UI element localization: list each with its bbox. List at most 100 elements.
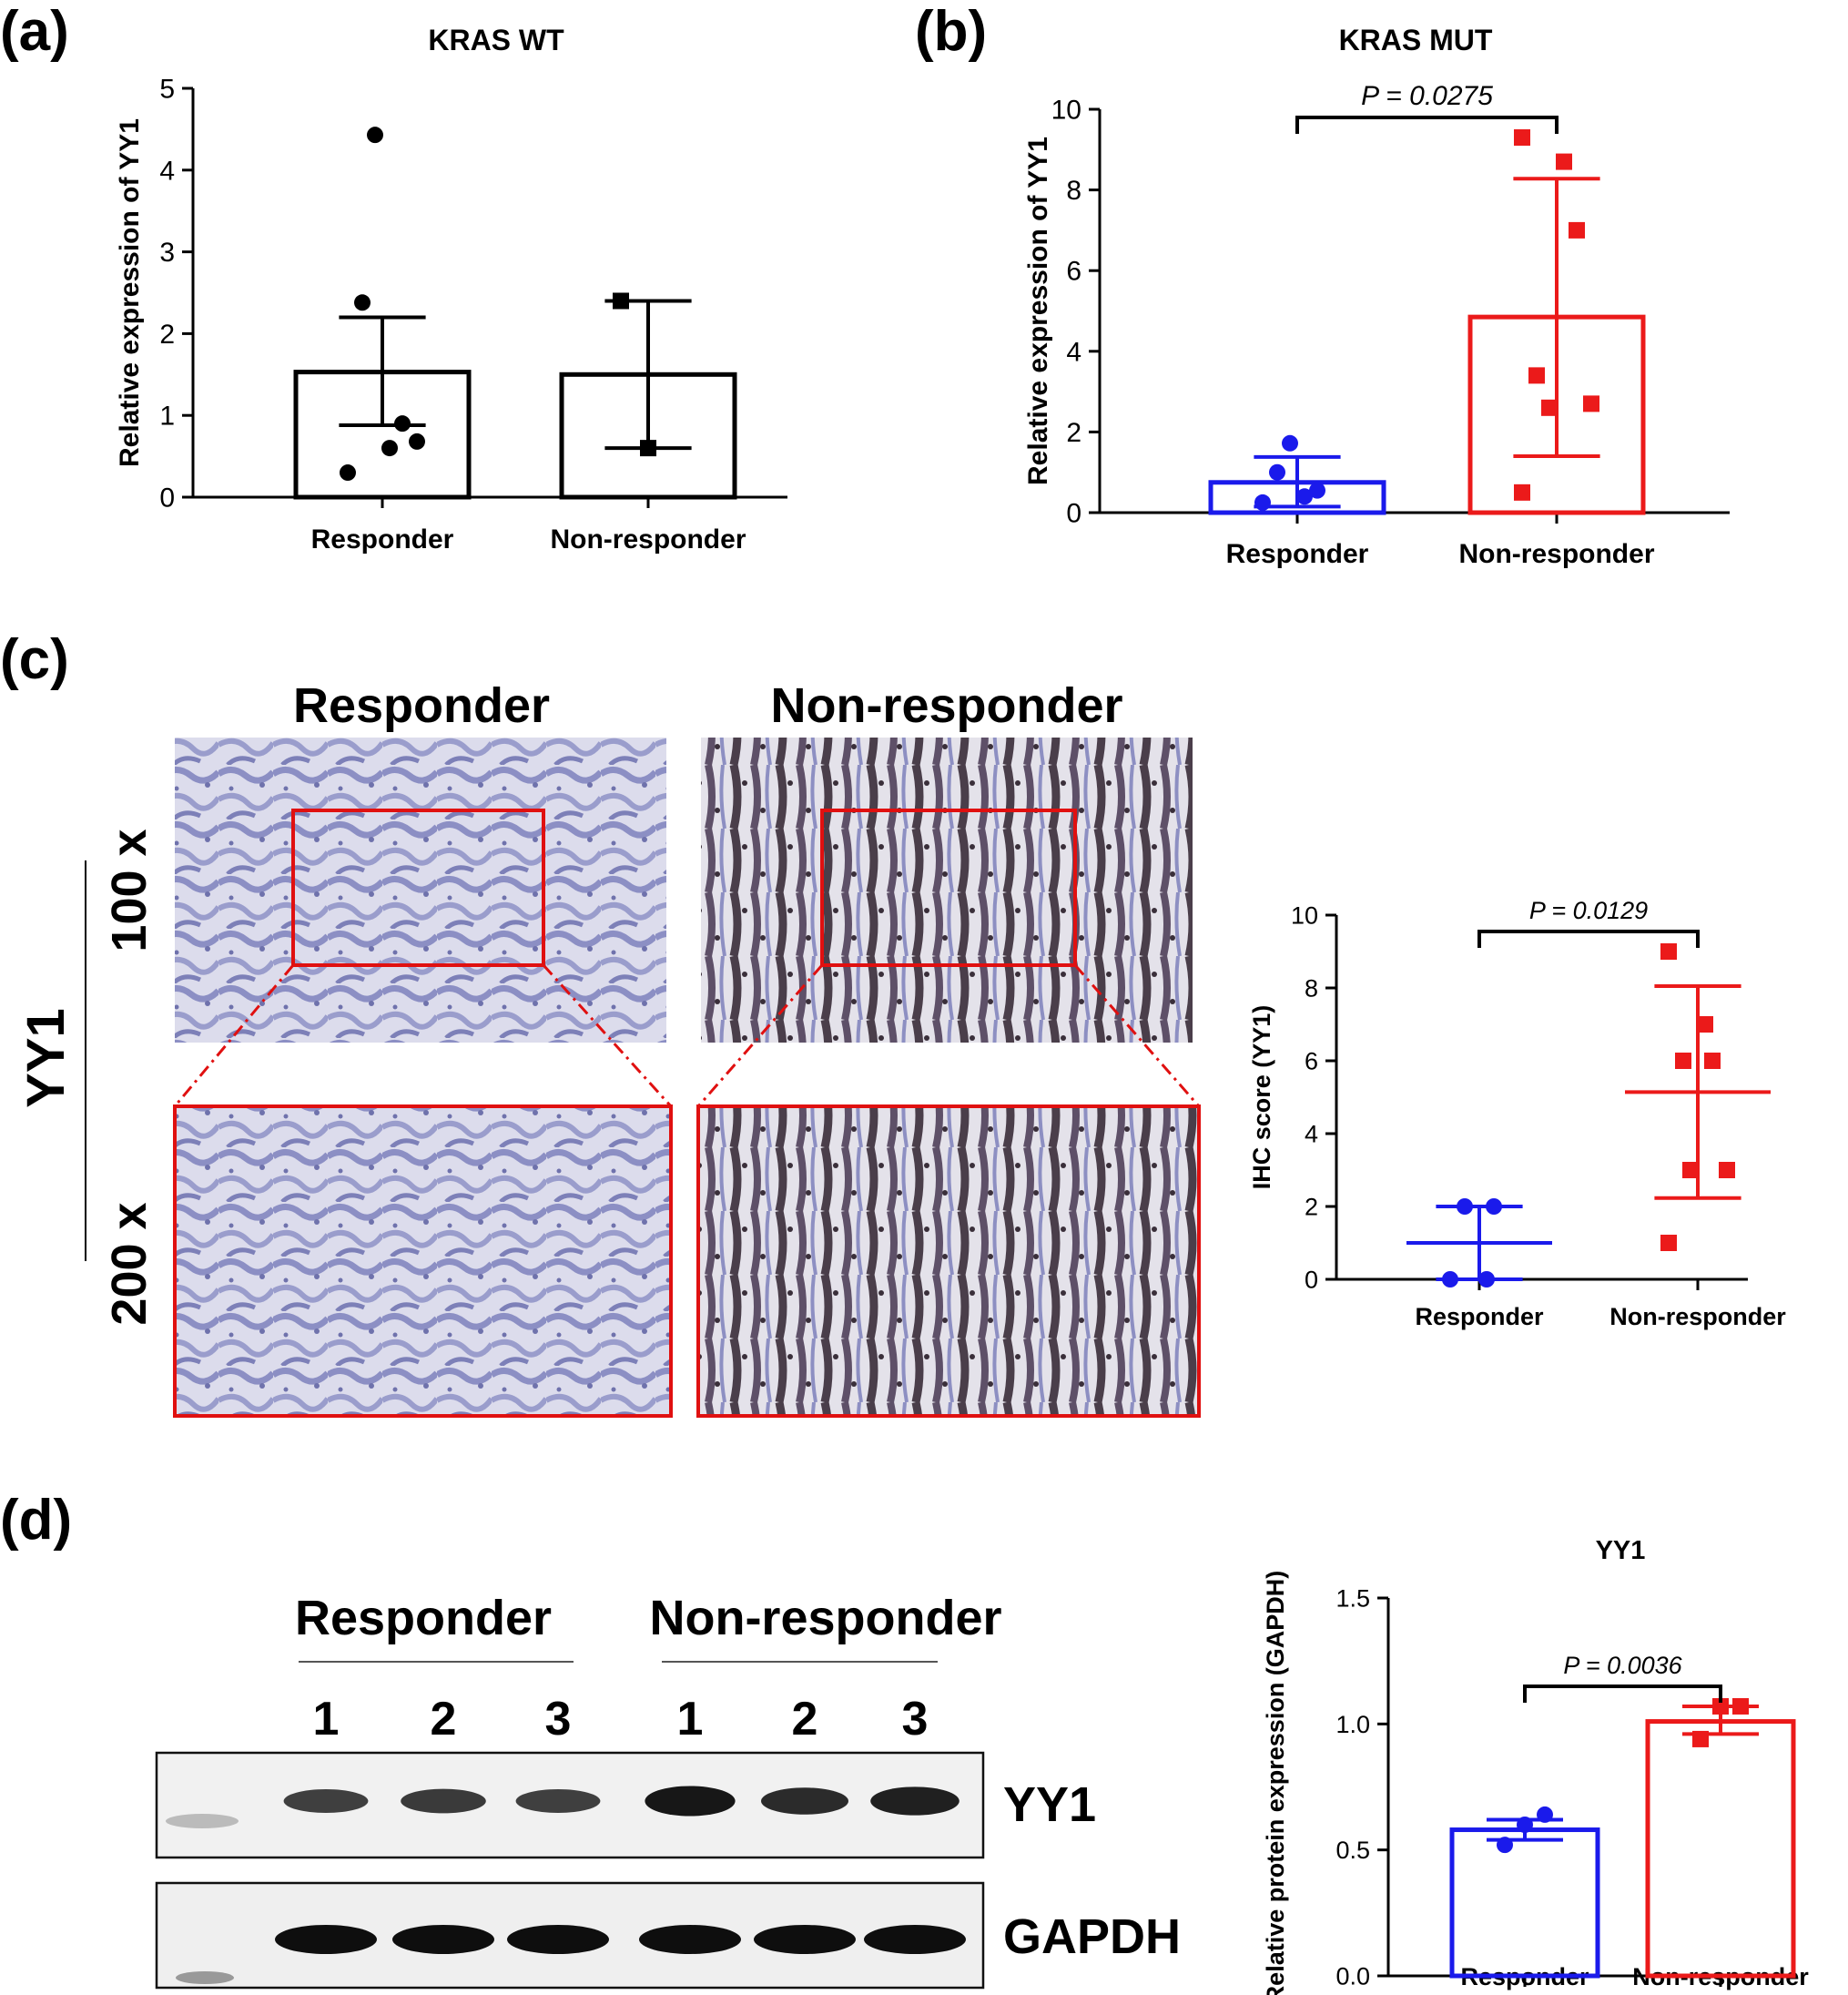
data-point (1682, 1162, 1699, 1178)
band-yy1 (761, 1787, 848, 1815)
lane-number: 2 (431, 1693, 457, 1746)
data-point (381, 440, 398, 457)
y-tick-label: 0 (1066, 499, 1081, 529)
data-point (340, 464, 356, 482)
y-tick-label: 1.0 (1335, 1711, 1370, 1738)
lane-number: 1 (677, 1693, 704, 1746)
data-point (1583, 395, 1599, 412)
data-point (367, 127, 383, 144)
x-category-label: Responder (311, 524, 454, 555)
y-tick-label: 3 (159, 238, 175, 268)
band-yy1 (283, 1789, 369, 1813)
band-gapdh (275, 1925, 377, 1954)
data-point (1514, 129, 1530, 147)
ihc-image-panel: Responder Non-responder YY1 100 x 200 x (16, 678, 1201, 1418)
data-point (394, 415, 411, 433)
y-tick-label: 0 (159, 483, 175, 514)
data-point (1497, 1837, 1513, 1854)
data-point (1660, 1235, 1677, 1251)
crop-box-responder (291, 809, 545, 967)
data-point (1712, 1697, 1729, 1715)
chart-ihc-score: 0 2 4 6 8 10 IHC score (YY1) Responder Non-respo… (1248, 897, 1786, 1330)
data-point (1269, 463, 1285, 481)
bar (1449, 1827, 1600, 1979)
x-category-label: Responder (1415, 1303, 1544, 1330)
chart-kras-wt: KRAS WT 0 1 2 3 4 5 Relative expression of YY1 R… (115, 24, 787, 555)
x-category-label: Responder (1226, 539, 1369, 569)
data-point (1442, 1271, 1458, 1288)
ihc-nonresponder-200x-image (698, 1106, 1199, 1416)
band-yy1 (645, 1786, 736, 1817)
data-point (1692, 1730, 1709, 1747)
significance-bracket (1295, 116, 1559, 135)
band-gapdh (864, 1925, 966, 1954)
significance-bracket (1477, 930, 1700, 948)
y-tick-label: 6 (1305, 1047, 1318, 1074)
panel-label-b: (b) (915, 0, 987, 63)
x-category-label: Non-responder (550, 524, 746, 555)
y-tick-label: 0.0 (1335, 1962, 1370, 1990)
bar (1645, 1719, 1796, 1979)
magnification-label-200x: 200 x (102, 1202, 157, 1325)
ladder-smear (176, 1971, 234, 1984)
data-point (354, 294, 371, 311)
zoom-line (173, 964, 295, 1107)
data-point (613, 292, 629, 310)
data-point (1541, 399, 1558, 416)
data-point (640, 440, 656, 457)
y-axis-label: Relative expression of YY1 (115, 118, 145, 467)
y-axis-label: Relative protein expression (GAPDH) (1262, 1571, 1289, 1995)
data-point (1517, 1817, 1533, 1833)
y-tick-label: 0.5 (1335, 1837, 1370, 1864)
lane-number: 3 (902, 1693, 929, 1746)
band-yy1 (870, 1786, 960, 1816)
chart-protein-expression: YY1 0.0 0.5 1.0 1.5 Relative protein expressi… (1262, 1536, 1809, 1995)
band-gapdh (639, 1925, 741, 1954)
zoom-line (542, 963, 673, 1108)
y-tick-label: 8 (1066, 176, 1081, 206)
blot-bands (275, 1786, 966, 1954)
zoom-frame-nonresponder (696, 1104, 1201, 1418)
lane-number: 2 (792, 1693, 818, 1746)
western-blot-panel: Responder Non-responder 1 2 3 1 2 3 YY1 GAPDH (155, 1591, 1181, 1990)
zoom-line (696, 964, 824, 1107)
data-point (1457, 1198, 1473, 1215)
blot-group-label-responder: Responder (295, 1591, 552, 1645)
ihc-column-label-responder: Responder (293, 678, 550, 733)
panel-label-c: (c) (0, 628, 69, 691)
data-point (1660, 943, 1677, 960)
y-tick-label: 2 (159, 320, 175, 350)
band-gapdh (392, 1925, 494, 1954)
data-point (1537, 1806, 1553, 1823)
blot-group-label-nonresponder: Non-responder (649, 1591, 1001, 1645)
x-category-label: Non-responder (1609, 1303, 1786, 1330)
data-point (409, 433, 425, 450)
panel-label-d: (d) (0, 1489, 72, 1552)
data-point (1569, 221, 1585, 239)
data-point (1514, 483, 1530, 501)
band-gapdh (754, 1925, 856, 1954)
panel-label-a: (a) (0, 0, 69, 63)
data-point (1556, 153, 1572, 170)
y-tick-label: 10 (1051, 96, 1081, 126)
lane-labels: 1 2 3 1 2 3 (313, 1693, 929, 1746)
ladder-smear (166, 1814, 239, 1828)
data-point (1478, 1271, 1495, 1288)
y-tick-label: 4 (159, 156, 175, 186)
band-yy1 (515, 1789, 601, 1813)
p-value-label: P = 0.0036 (1563, 1652, 1682, 1679)
y-tick-label: 8 (1305, 974, 1318, 1002)
lane-number: 3 (545, 1693, 572, 1746)
data-point (1254, 494, 1271, 511)
ihc-responder-100x-image (175, 738, 666, 1043)
ihc-nonresponder-100x-image (701, 738, 1193, 1043)
ihc-column-label-nonresponder: Non-responder (770, 678, 1122, 733)
data-point (1309, 482, 1325, 499)
y-tick-label: 6 (1066, 257, 1081, 287)
y-tick-label: 5 (159, 75, 175, 105)
data-point (1486, 1198, 1502, 1215)
band-yy1 (401, 1788, 486, 1814)
chart-kras-mut: KRAS MUT 0 2 4 6 8 10 Relative expression of YY… (1023, 24, 1730, 569)
zoom-frame-responder (173, 1104, 673, 1418)
